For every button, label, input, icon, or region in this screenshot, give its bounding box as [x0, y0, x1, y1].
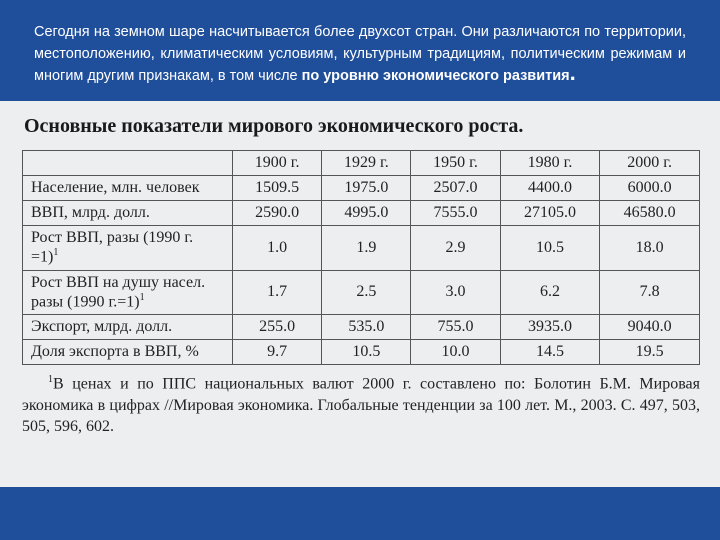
row-cell: 535.0	[322, 314, 411, 339]
row-cell: 7.8	[600, 270, 700, 314]
row-cell: 3.0	[411, 270, 500, 314]
row-cell: 2507.0	[411, 176, 500, 201]
row-cell: 6.2	[500, 270, 600, 314]
table-row: Доля экспорта в ВВП, % 9.7 10.5 10.0 14.…	[23, 339, 700, 364]
row-cell: 4995.0	[322, 201, 411, 226]
table-row: Экспорт, млрд. долл. 255.0 535.0 755.0 3…	[23, 314, 700, 339]
indicators-table: 1900 г. 1929 г. 1950 г. 1980 г. 2000 г. …	[22, 150, 700, 365]
footnote: 1В ценах и по ППС национальных валют 200…	[22, 373, 700, 438]
table-title: Основные показатели мирового экономическ…	[24, 115, 700, 138]
row-cell: 1509.5	[233, 176, 322, 201]
header-empty	[23, 151, 233, 176]
row-cell: 3935.0	[500, 314, 600, 339]
row-cell: 9.7	[233, 339, 322, 364]
row-cell: 255.0	[233, 314, 322, 339]
row-cell: 1975.0	[322, 176, 411, 201]
row-label: Население, млн. человек	[23, 176, 233, 201]
scan-region: Основные показатели мирового экономическ…	[0, 101, 720, 487]
row-label: ВВП, млрд. долл.	[23, 201, 233, 226]
intro-paragraph: Сегодня на земном шаре насчитывается бол…	[0, 0, 720, 101]
table-header-row: 1900 г. 1929 г. 1950 г. 1980 г. 2000 г.	[23, 151, 700, 176]
row-cell: 6000.0	[600, 176, 700, 201]
row-cell: 27105.0	[500, 201, 600, 226]
table-row: ВВП, млрд. долл. 2590.0 4995.0 7555.0 27…	[23, 201, 700, 226]
row-label: Доля экспорта в ВВП, %	[23, 339, 233, 364]
row-label: Рост ВВП на душу насел. разы (1990 г.=1)…	[23, 270, 233, 314]
header-col: 1980 г.	[500, 151, 600, 176]
footnote-text: В ценах и по ППС национальных валют 2000…	[22, 375, 700, 435]
intro-dot: .	[570, 60, 576, 85]
header-col: 1950 г.	[411, 151, 500, 176]
row-cell: 2590.0	[233, 201, 322, 226]
row-cell: 1.9	[322, 226, 411, 270]
row-cell: 46580.0	[600, 201, 700, 226]
row-cell: 9040.0	[600, 314, 700, 339]
table-row: Рост ВВП на душу насел. разы (1990 г.=1)…	[23, 270, 700, 314]
row-cell: 755.0	[411, 314, 500, 339]
row-cell: 1.0	[233, 226, 322, 270]
row-cell: 10.5	[322, 339, 411, 364]
table-row: Население, млн. человек 1509.5 1975.0 25…	[23, 176, 700, 201]
intro-bold: по уровню экономического развития	[302, 68, 570, 84]
row-label: Экспорт, млрд. долл.	[23, 314, 233, 339]
row-cell: 14.5	[500, 339, 600, 364]
row-cell: 7555.0	[411, 201, 500, 226]
row-cell: 2.9	[411, 226, 500, 270]
table-row: Рост ВВП, разы (1990 г. =1)1 1.0 1.9 2.9…	[23, 226, 700, 270]
header-col: 2000 г.	[600, 151, 700, 176]
row-label: Рост ВВП, разы (1990 г. =1)1	[23, 226, 233, 270]
header-col: 1900 г.	[233, 151, 322, 176]
sup-mark: 1	[140, 292, 145, 303]
row-cell: 2.5	[322, 270, 411, 314]
row-cell: 1.7	[233, 270, 322, 314]
row-cell: 4400.0	[500, 176, 600, 201]
sup-mark: 1	[53, 247, 58, 258]
header-col: 1929 г.	[322, 151, 411, 176]
row-cell: 19.5	[600, 339, 700, 364]
row-cell: 10.5	[500, 226, 600, 270]
row-cell: 10.0	[411, 339, 500, 364]
row-cell: 18.0	[600, 226, 700, 270]
